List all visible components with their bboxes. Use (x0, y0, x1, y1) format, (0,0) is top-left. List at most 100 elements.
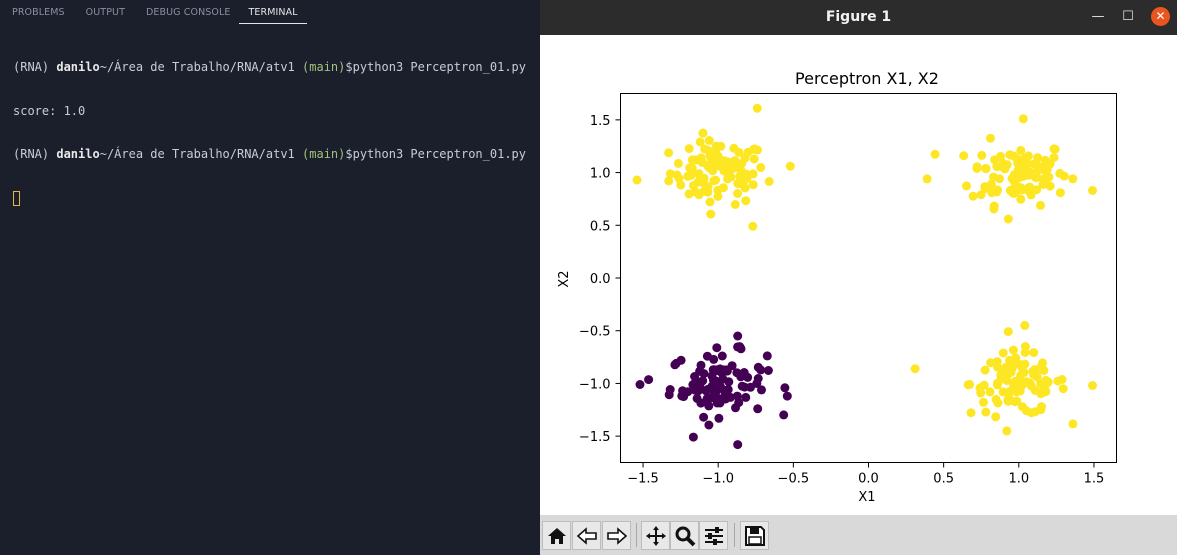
point-class-1 (756, 163, 766, 172)
prompt-symbol: $ (345, 60, 353, 74)
point-class-1 (673, 158, 683, 168)
point-class-0 (763, 366, 773, 375)
point-class-1 (986, 358, 996, 368)
x-tick-label: 0.0 (858, 472, 879, 487)
back-button[interactable] (572, 521, 601, 550)
point-class-1 (1036, 200, 1045, 210)
point-class-1 (1025, 168, 1035, 178)
point-class-1 (748, 180, 758, 190)
scatter-plot[interactable]: Perceptron X1, X2 −1.5 −1.0 −0.5 0.0 0.5 1.0 1… (540, 35, 1177, 515)
point-class-1 (749, 154, 759, 164)
point-class-1 (736, 166, 746, 176)
save-button[interactable] (740, 521, 769, 550)
point-class-0 (736, 344, 746, 354)
point-class-1 (672, 170, 682, 180)
venv-label: (RNA) (13, 60, 57, 74)
point-class-1 (997, 162, 1007, 172)
command-text: python3 Perceptron_01.py (352, 147, 526, 161)
point-class-1 (985, 387, 995, 397)
x-tick-label: −1.0 (702, 472, 734, 487)
point-class-0 (702, 394, 712, 404)
point-class-0 (694, 386, 704, 395)
point-class-1 (1020, 348, 1030, 357)
git-branch: (main) (302, 60, 346, 74)
pan-button[interactable] (641, 521, 670, 550)
point-class-1 (1002, 426, 1012, 436)
point-class-1 (1014, 359, 1024, 369)
point-class-0 (733, 331, 743, 341)
point-class-0 (690, 372, 700, 381)
maximize-button[interactable]: ☐ (1122, 9, 1134, 24)
zoom-button[interactable] (670, 521, 699, 550)
point-class-1 (1018, 114, 1028, 124)
tab-terminal[interactable]: TERMINAL (239, 0, 307, 24)
home-icon (548, 528, 566, 544)
y-tick-label: 0.5 (590, 219, 611, 234)
point-class-1 (749, 144, 759, 154)
point-class-1 (987, 188, 997, 198)
point-class-0 (722, 365, 731, 375)
point-class-1 (1042, 165, 1052, 174)
point-class-1 (980, 365, 990, 375)
configure-subplots-button[interactable] (699, 521, 728, 550)
point-class-1 (733, 189, 743, 198)
terminal-line (13, 190, 526, 206)
point-class-1 (1008, 345, 1018, 355)
panel-tabs: PROBLEMS OUTPUT DEBUG CONSOLE TERMINAL (0, 0, 540, 26)
point-class-0 (757, 385, 766, 395)
y-axis-label: X2 (557, 270, 572, 287)
point-class-1 (1058, 384, 1068, 394)
point-class-1 (738, 178, 748, 188)
point-class-1 (989, 204, 999, 214)
window-titlebar[interactable]: Figure 1 — ☐ ✕ (540, 0, 1177, 35)
point-class-0 (719, 385, 729, 395)
point-class-0 (737, 381, 747, 391)
point-class-0 (665, 385, 675, 394)
point-class-1 (910, 364, 920, 374)
tab-problems[interactable]: PROBLEMS (12, 7, 65, 18)
command-text: python3 Perceptron_01.py (352, 60, 526, 74)
tab-debug-console[interactable]: DEBUG CONSOLE (145, 7, 231, 18)
terminal-output[interactable]: (RNA) danilo~/Área de Trabalho/RNA/atv1 … (13, 31, 526, 234)
point-class-0 (696, 360, 706, 370)
point-class-1 (1020, 320, 1030, 330)
forward-button[interactable] (602, 521, 631, 550)
point-class-0 (717, 351, 727, 361)
point-class-1 (698, 128, 708, 138)
x-tick-label: 1.5 (1084, 472, 1105, 487)
point-class-1 (691, 155, 701, 165)
point-class-1 (991, 412, 1001, 422)
point-class-1 (1016, 194, 1026, 204)
point-class-1 (1029, 348, 1039, 358)
point-class-1 (730, 156, 740, 166)
x-axis: −1.5 −1.0 −0.5 0.0 0.5 1.0 1.5 (627, 462, 1105, 487)
close-button[interactable]: ✕ (1151, 7, 1170, 26)
point-class-1 (695, 137, 705, 147)
point-class-0 (779, 410, 789, 420)
point-class-0 (699, 412, 709, 422)
point-class-0 (780, 383, 790, 393)
y-tick-label: −1.5 (579, 430, 611, 445)
point-class-1 (718, 183, 728, 193)
tab-output[interactable]: OUTPUT (85, 7, 125, 18)
point-class-1 (1032, 372, 1042, 382)
home-button[interactable] (542, 521, 571, 550)
point-class-1 (705, 197, 715, 207)
y-tick-label: 0.0 (590, 272, 611, 287)
point-class-1 (700, 144, 710, 154)
point-class-1 (1003, 396, 1013, 406)
point-class-1 (966, 408, 976, 418)
point-class-1 (741, 196, 751, 206)
point-class-0 (711, 376, 721, 386)
point-class-0 (692, 393, 702, 403)
point-class-1 (699, 173, 709, 183)
minimize-button[interactable]: — (1091, 9, 1105, 24)
point-class-1 (968, 191, 978, 201)
point-class-0 (635, 380, 645, 389)
point-class-1 (981, 407, 991, 417)
y-tick-label: 1.5 (590, 114, 611, 129)
point-class-1 (1033, 153, 1043, 163)
point-class-0 (688, 432, 698, 442)
point-class-1 (752, 103, 762, 113)
point-class-1 (726, 172, 736, 182)
